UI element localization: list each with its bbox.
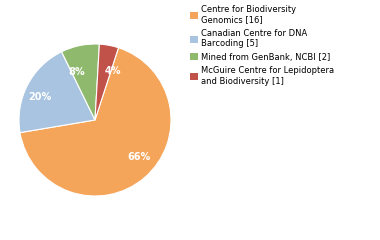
Wedge shape [95,44,119,120]
Wedge shape [62,44,100,120]
Wedge shape [19,52,95,133]
Text: 20%: 20% [28,92,51,102]
Legend: Centre for Biodiversity
Genomics [16], Canadian Centre for DNA
Barcoding [5], Mi: Centre for Biodiversity Genomics [16], C… [190,5,334,86]
Text: 66%: 66% [127,152,150,162]
Text: 4%: 4% [104,66,120,77]
Wedge shape [20,48,171,196]
Text: 8%: 8% [69,66,85,77]
